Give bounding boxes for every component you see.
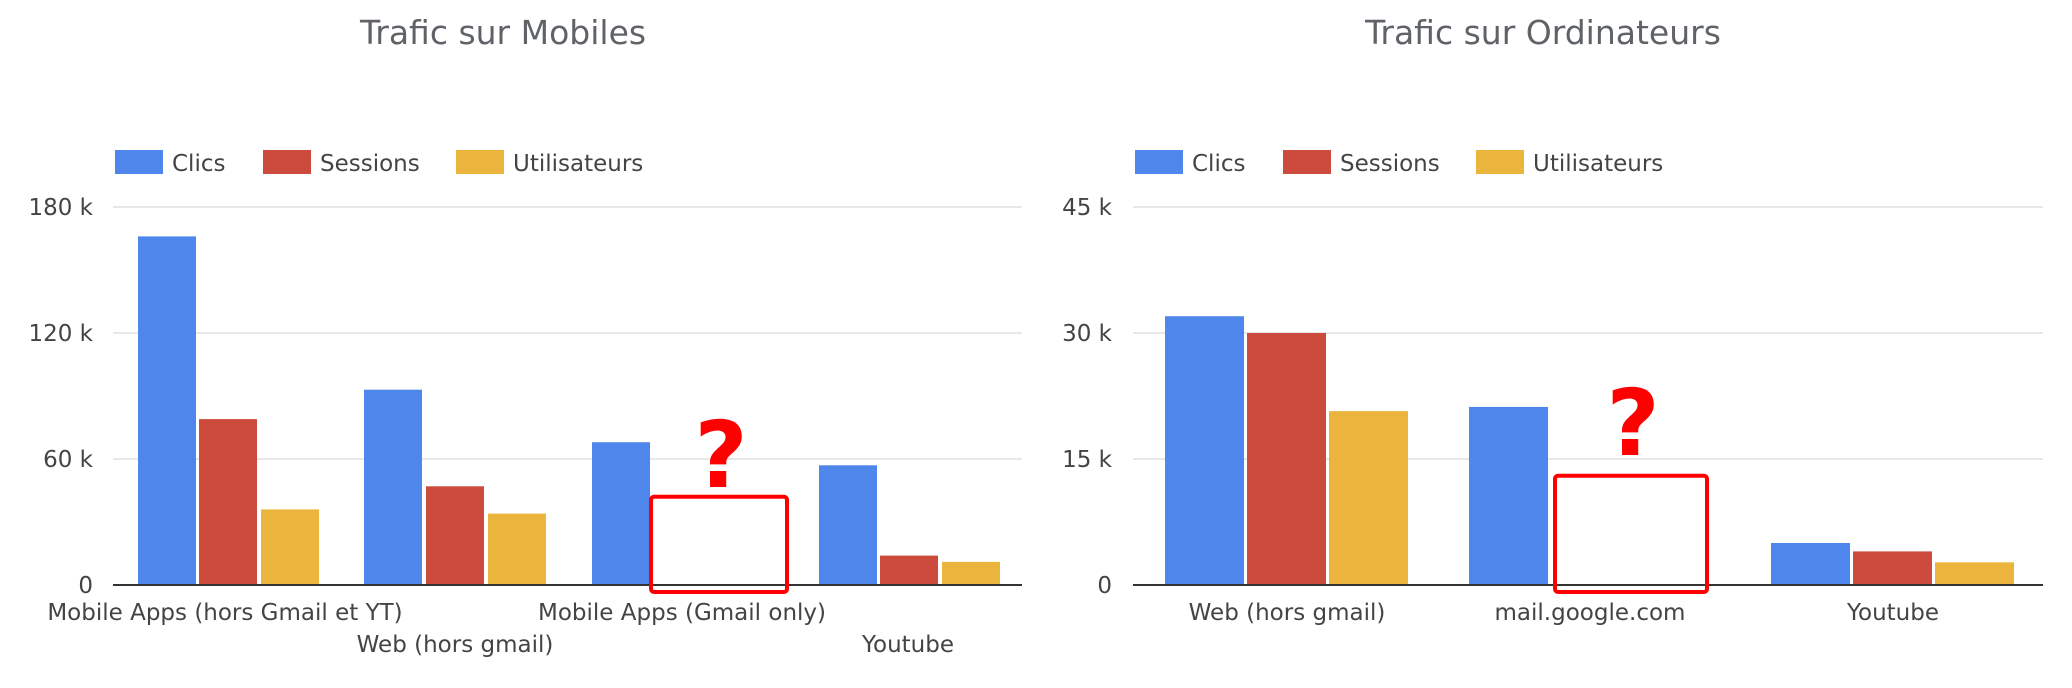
legend-swatch [1283,150,1331,174]
y-tick-label: 30 k [1062,321,1113,347]
missing-data-highlight-box [1553,473,1709,594]
missing-data-highlight-box [649,494,789,594]
bar-clics-2 [364,389,422,585]
y-tick-label: 0 [1097,573,1112,599]
y-tick-label: 0 [78,573,93,599]
bar-clics-1 [138,236,196,585]
chart-title: Trafic sur Mobiles [359,13,646,52]
y-tick-label: 45 k [1062,195,1113,221]
bar-clics-1 [1165,316,1244,585]
bar-utilisateurs-1 [1329,411,1408,585]
legend-swatch [263,150,311,174]
bar-sessions-4 [880,555,938,585]
bar-utilisateurs-1 [261,509,319,585]
legend: Clics Sessions Utilisateurs [115,150,643,177]
legend-label: Clics [172,151,225,177]
y-tick-label: 15 k [1062,447,1113,473]
chart-title: Trafic sur Ordinateurs [1364,13,1721,52]
category-label: mail.google.com [1495,600,1686,626]
question-mark: ? [694,402,747,509]
legend-swatch [1135,150,1183,174]
bar-utilisateurs-3 [1935,562,2014,585]
bar-clics-3 [1771,543,1850,585]
legend-label: Clics [1192,151,1245,177]
bar-clics-3 [592,442,650,585]
bar-sessions-1 [1247,333,1326,585]
legend-label: Utilisateurs [1533,151,1663,177]
chart-panel-2: Trafic sur Ordinateurs Clics Sessions Utili… [1062,13,2043,626]
category-label: Web (hors gmail) [1189,600,1386,626]
category-label: Web (hors gmail) [357,632,554,658]
legend-swatch [1476,150,1524,174]
legend: Clics Sessions Utilisateurs [1135,150,1663,177]
category-label: Youtube [861,632,954,658]
category-label: Mobile Apps (hors Gmail et YT) [47,600,402,626]
question-mark: ? [1606,370,1659,477]
y-tick-label: 180 k [28,195,93,221]
chart-panel-1: Trafic sur Mobiles Clics Sessions Utilisate… [28,13,1022,658]
category-label: Youtube [1846,600,1939,626]
bar-clics-2 [1469,406,1548,585]
legend-swatch [456,150,504,174]
bar-sessions-1 [199,419,257,585]
bar-sessions-3 [1853,551,1932,585]
bar-sessions-2 [426,486,484,585]
legend-swatch [115,150,163,174]
legend-label: Sessions [320,151,420,177]
legend-label: Utilisateurs [513,151,643,177]
bar-utilisateurs-4 [942,561,1000,585]
bar-utilisateurs-2 [488,513,546,585]
bar-clics-4 [819,465,877,585]
category-label: Mobile Apps (Gmail only) [538,600,826,626]
y-tick-label: 60 k [43,447,94,473]
legend-label: Sessions [1340,151,1440,177]
y-tick-label: 120 k [28,321,93,347]
